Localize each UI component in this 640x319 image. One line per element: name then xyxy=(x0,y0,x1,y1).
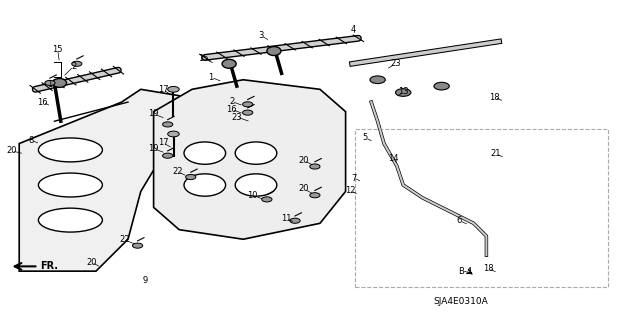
Circle shape xyxy=(72,61,82,66)
Text: 13: 13 xyxy=(399,87,409,96)
Text: 4: 4 xyxy=(351,25,356,34)
Circle shape xyxy=(243,102,253,107)
PathPatch shape xyxy=(154,80,346,239)
Circle shape xyxy=(163,153,173,158)
Text: 20: 20 xyxy=(299,184,309,193)
Text: 8: 8 xyxy=(28,136,33,145)
Text: 20: 20 xyxy=(299,156,309,165)
Circle shape xyxy=(45,80,55,85)
Circle shape xyxy=(396,89,411,96)
Text: 17: 17 xyxy=(158,85,168,94)
Text: 20: 20 xyxy=(6,146,17,155)
Text: 18: 18 xyxy=(490,93,500,102)
Text: 1: 1 xyxy=(209,73,214,82)
Text: 20: 20 xyxy=(86,258,97,267)
Text: 7: 7 xyxy=(351,174,356,182)
Circle shape xyxy=(262,197,272,202)
Text: 16: 16 xyxy=(227,105,237,114)
Bar xyxy=(355,129,608,287)
Text: 22: 22 xyxy=(173,167,183,176)
Text: 5: 5 xyxy=(363,133,368,142)
Circle shape xyxy=(434,82,449,90)
Ellipse shape xyxy=(236,142,277,164)
Ellipse shape xyxy=(184,142,226,164)
Text: 12: 12 xyxy=(346,186,356,195)
Text: 15: 15 xyxy=(52,45,63,54)
Text: FR.: FR. xyxy=(40,261,58,271)
Text: 17: 17 xyxy=(158,138,168,147)
Text: 10: 10 xyxy=(248,191,258,200)
Text: 11: 11 xyxy=(281,214,291,223)
Ellipse shape xyxy=(222,59,236,68)
Text: 23: 23 xyxy=(390,59,401,68)
Circle shape xyxy=(370,76,385,84)
Text: 2: 2 xyxy=(71,62,76,71)
Text: 18: 18 xyxy=(483,264,493,273)
Circle shape xyxy=(310,164,320,169)
Text: 23: 23 xyxy=(232,113,242,122)
Text: 19: 19 xyxy=(148,144,159,153)
Text: 3: 3 xyxy=(259,31,264,40)
Ellipse shape xyxy=(267,47,281,56)
Text: 21: 21 xyxy=(491,149,501,158)
Circle shape xyxy=(310,193,320,198)
Text: 16: 16 xyxy=(38,98,48,107)
Text: 15: 15 xyxy=(198,54,209,63)
Circle shape xyxy=(132,243,143,248)
Ellipse shape xyxy=(38,173,102,197)
Circle shape xyxy=(243,110,253,115)
Text: 22: 22 xyxy=(120,235,130,244)
Circle shape xyxy=(168,131,179,137)
Text: 1: 1 xyxy=(47,80,52,89)
Text: B-4: B-4 xyxy=(458,267,472,276)
Ellipse shape xyxy=(38,138,102,162)
Text: 2: 2 xyxy=(229,97,234,106)
Text: 14: 14 xyxy=(388,154,398,163)
Ellipse shape xyxy=(38,208,102,232)
Circle shape xyxy=(168,86,179,92)
Text: 19: 19 xyxy=(148,109,159,118)
Ellipse shape xyxy=(52,78,67,87)
Text: SJA4E0310A: SJA4E0310A xyxy=(433,297,488,306)
PathPatch shape xyxy=(19,89,192,271)
Circle shape xyxy=(186,174,196,180)
Text: 9: 9 xyxy=(142,276,147,285)
Circle shape xyxy=(163,122,173,127)
Text: 6: 6 xyxy=(457,216,462,225)
Ellipse shape xyxy=(184,174,226,196)
Circle shape xyxy=(290,218,300,223)
Ellipse shape xyxy=(236,174,277,196)
